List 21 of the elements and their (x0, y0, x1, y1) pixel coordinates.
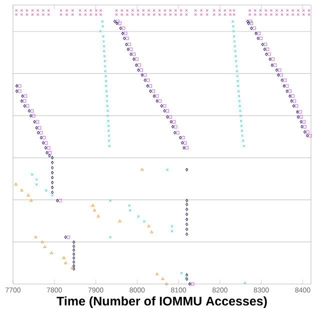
point (165, 282, 168, 285)
point (150, 230, 154, 234)
point (20, 188, 24, 192)
point (30, 198, 33, 202)
point (93, 208, 96, 212)
point (161, 277, 164, 280)
point (91, 204, 94, 206)
point (96, 214, 100, 218)
point (147, 224, 150, 228)
point (156, 272, 158, 276)
point (14, 182, 18, 186)
point (43, 245, 46, 248)
point (140, 168, 144, 171)
point (62, 256, 66, 259)
point (118, 220, 122, 222)
point (40, 240, 44, 244)
point (64, 262, 68, 264)
x-axis-title: Time (Number of IOMMU Accesses) (56, 296, 267, 308)
point (50, 251, 53, 254)
point (26, 194, 30, 196)
point (34, 236, 38, 238)
